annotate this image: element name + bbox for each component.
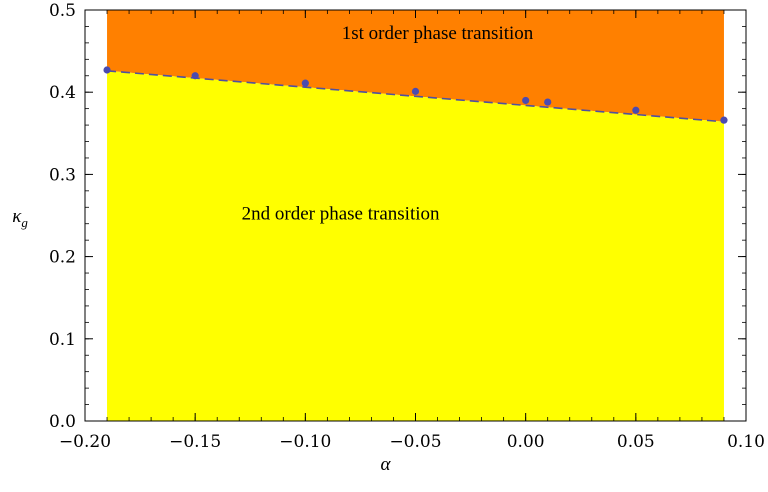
data-point [411,87,420,95]
second-order-label: 2nd order phase transition [242,204,440,225]
fit-line [106,70,725,123]
x-axis-ticks: −0.20 −0.15 −0.10 −0.05 0.00 0.05 0.10 [59,10,765,452]
y-tick-label: 0.4 [49,83,76,103]
x-tick-label: −0.05 [389,432,441,452]
boundary-points [103,66,728,124]
x-tick-label: −0.20 [59,432,111,452]
data-point [544,98,552,106]
y-axis-label-main: κ [12,206,22,227]
x-tick-label: 0.00 [507,432,545,452]
x-axis-label: α [381,454,392,475]
second-order-region [107,70,724,421]
first-order-region [107,10,724,122]
axis-labels: α κg [12,206,391,475]
region-fills [107,10,724,421]
y-tick-label: 0.0 [49,412,76,432]
y-tick-label: 0.3 [49,165,76,185]
x-tick-label: −0.15 [169,432,221,452]
x-tick-label: 0.10 [727,432,765,452]
data-point [720,116,728,124]
data-point [522,96,530,105]
y-tick-label: 0.1 [49,330,76,350]
y-tick-label: 0.5 [49,1,76,21]
region-labels: 1st order phase transition 2nd order phas… [242,23,534,225]
boundary-fit-line [106,70,725,123]
y-axis-label-subscript: g [21,215,28,230]
data-point [301,79,309,87]
data-point [632,106,640,114]
y-axis-ticks: 0.0 0.1 0.2 0.3 0.4 0.5 [49,1,746,432]
x-tick-label: 0.05 [617,432,655,452]
x-tick-label: −0.10 [279,432,331,452]
data-point [103,66,111,74]
data-point [191,72,199,80]
first-order-label: 1st order phase transition [342,23,534,44]
y-axis-label: κg [12,206,28,230]
y-tick-label: 0.2 [49,248,76,268]
